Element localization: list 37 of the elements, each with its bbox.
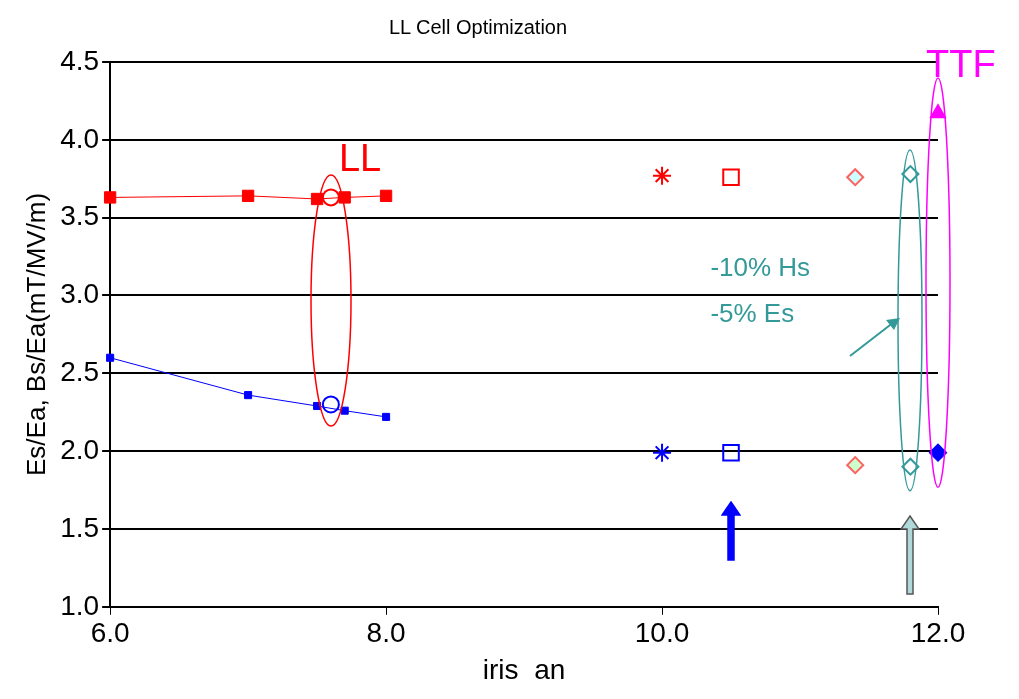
y-tick-label: 2.5	[60, 356, 100, 388]
point	[321, 188, 340, 207]
x-axis-title: iris an	[482, 653, 566, 685]
y-tick-label: 3.5	[60, 200, 100, 232]
y-tick-label: 4.5	[60, 44, 100, 76]
point	[901, 165, 920, 184]
y-tick-label: 2.0	[60, 433, 100, 465]
y-tick-label: 4.0	[60, 122, 100, 154]
point	[340, 406, 349, 415]
annotation: TTF	[926, 43, 996, 86]
point	[338, 191, 351, 204]
annotation: -5% Es	[710, 298, 795, 329]
point	[901, 457, 920, 476]
point	[722, 443, 740, 462]
point	[652, 442, 673, 463]
point	[106, 353, 115, 362]
point	[379, 189, 393, 203]
point	[652, 165, 673, 186]
point	[382, 412, 391, 421]
y-axis-title: Es/Ea, Bs/Ea(mT/MV/m)	[20, 192, 51, 476]
annotation: LL	[338, 137, 382, 180]
y-tick-label: 3.0	[60, 278, 100, 310]
point	[241, 189, 255, 203]
point	[846, 456, 865, 475]
point	[103, 191, 117, 204]
point	[930, 104, 946, 119]
point	[321, 395, 340, 414]
x-tick-label: 12.0	[910, 617, 966, 649]
point	[244, 391, 253, 400]
point	[846, 168, 865, 187]
chart-title: LL Cell Optimization	[388, 15, 568, 38]
annotation: -10% Hs	[710, 252, 811, 283]
point	[929, 443, 947, 462]
x-tick-label: 10.0	[634, 617, 690, 649]
y-tick-label: 1.5	[60, 511, 100, 543]
x-tick-label: 8.0	[366, 617, 406, 649]
point	[722, 168, 740, 186]
